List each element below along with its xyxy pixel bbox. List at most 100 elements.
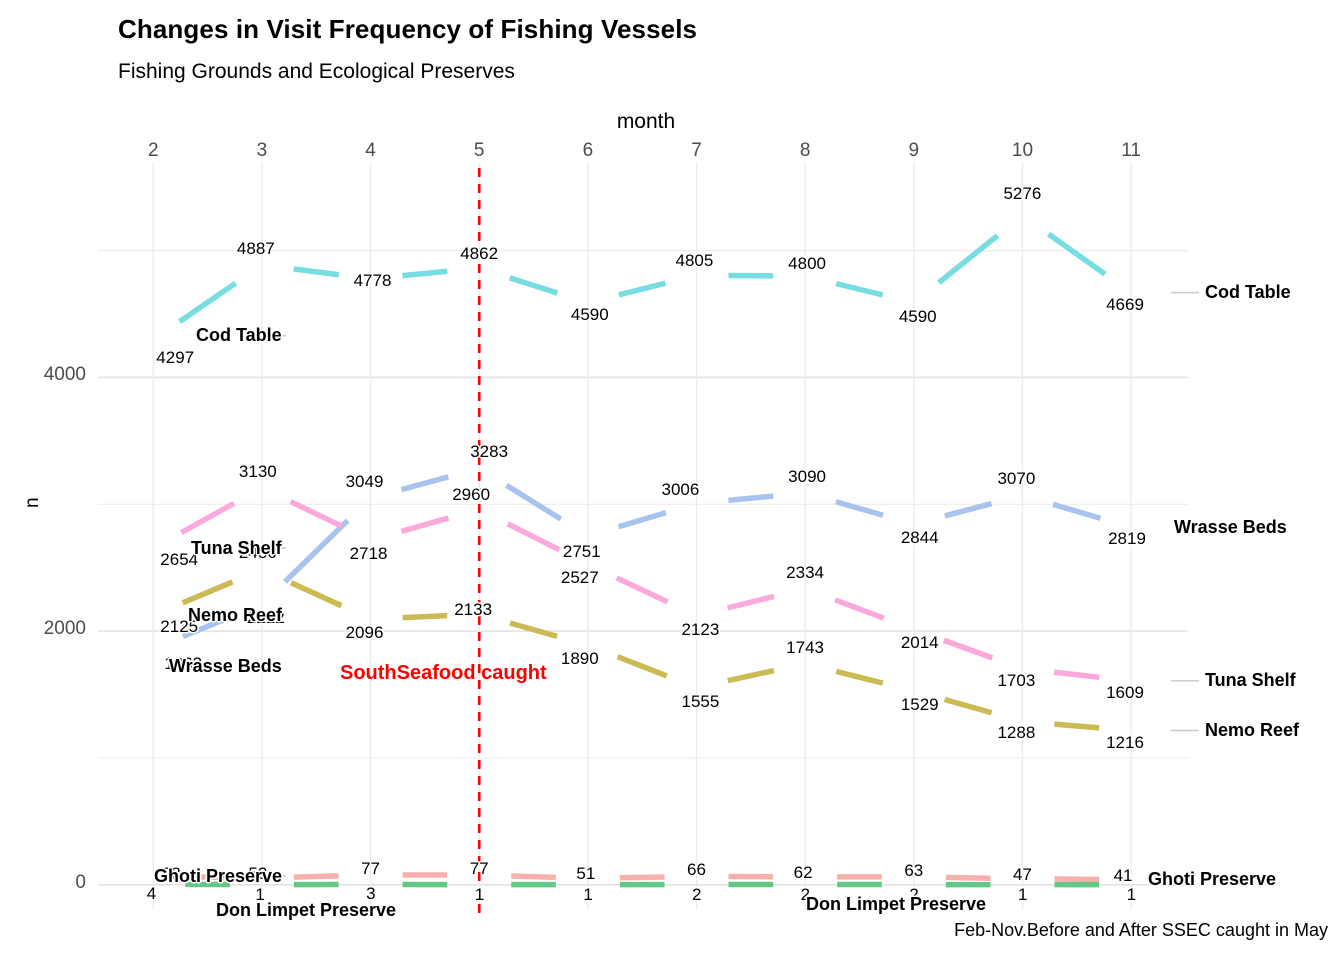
point-label: 4887 [236,238,275,258]
series-segment [293,873,339,880]
point-label: 2718 [349,544,388,564]
point-label: 62 [793,862,813,882]
point-label: 2212 [246,608,285,628]
series-label-right-don-limpet-preserve: Don Limpet Preserve [806,894,987,915]
page-title: Changes in Visit Frequency of Fishing Ve… [118,14,698,44]
point-label: 77 [469,859,489,878]
series-label-left-nemo-reef: Nemo Reef [188,604,283,625]
y-tick-0: 0 [75,871,86,893]
x-tick-9: 9 [908,140,920,161]
series-segment [835,280,884,298]
series-tuna-shelf [179,499,1100,680]
point-label: 4 [146,884,157,904]
point-label: 2960 [452,485,491,505]
series-segment [506,521,561,553]
series-segment [289,499,343,529]
x-tick-6: 6 [582,140,594,161]
point-label: 68 [161,864,181,884]
point-label: 3049 [345,472,384,492]
point-label: 4800 [788,254,826,273]
y-tick-4000: 4000 [43,364,86,386]
point-label: 1 [1126,884,1137,904]
series-segment [402,268,448,279]
point-label: 1 [1017,884,1028,904]
x-tick-3: 3 [256,140,268,161]
point-label: 1743 [786,637,824,657]
point-label: 1863 [164,654,203,674]
series-cod-table [178,231,1107,324]
point-label: 2819 [1108,529,1146,549]
series-nemo-reef [181,579,1100,731]
point-label: 77 [361,859,380,878]
point-label: 1216 [1106,732,1144,752]
series-label-right-nemo-reef: Nemo Reef [1205,720,1300,741]
point-label: 2096 [345,622,384,642]
point-label: 2527 [560,568,599,588]
point-label: 3130 [238,461,277,481]
point-label: 4590 [898,306,937,326]
series-segment [942,637,994,661]
point-label: 2844 [900,528,939,548]
series-segment [835,668,884,686]
series-label-left-wrasse-beds: Wrasse Beds [169,655,282,676]
point-label: 63 [904,860,924,880]
point-label: 2133 [454,600,493,620]
point-label: 1703 [997,670,1036,690]
point-label: 2 [909,884,919,904]
point-label: 4805 [675,251,714,271]
point-label: 53 [248,864,268,884]
annotation-label: SouthSeafood caught [340,662,547,684]
series-segment [1054,721,1100,731]
series-segment [835,499,884,518]
series-segment [937,233,1000,285]
series-label-right-wrasse-beds: Wrasse Beds [1174,516,1287,537]
point-label: 4669 [1106,294,1144,314]
series-label-right-ghoti-preserve: Ghoti Preserve [1148,869,1277,890]
series-segment [185,873,230,881]
series-label-left-cod-table: Cod Table [196,325,282,346]
series-label-right-tuna-shelf: Tuna Shelf [1205,670,1296,691]
point-label: 1288 [997,723,1036,743]
series-segment [402,612,448,621]
point-label: 1529 [900,694,939,714]
point-label: 2125 [160,617,199,637]
series-ghoti-preserve [185,872,1100,883]
series-segment [289,580,343,609]
point-label: 4297 [156,347,195,367]
series-label-right-cod-table: Cod Table [1205,282,1291,303]
series-segment [943,696,993,716]
point-label: 1 [474,884,485,904]
point-label: 3006 [661,479,700,499]
series-segment [727,667,775,684]
point-label: 2334 [786,562,824,582]
point-label: 3090 [788,466,826,486]
series-segment [1046,231,1107,277]
point-label: 3283 [470,442,509,462]
series-segment [400,474,450,493]
point-label: 66 [687,860,706,880]
series-segment [181,579,234,606]
point-label: 3 [366,884,376,904]
point-label: 1609 [1106,682,1144,702]
series-segment [619,874,665,881]
point-label: 2654 [160,550,199,570]
series-label-left-ghoti-preserve: Ghoti Preserve [154,865,283,886]
point-label: 2123 [681,619,720,639]
series-label-left-tuna-shelf: Tuna Shelf [191,537,282,558]
x-tick-5: 5 [473,140,485,161]
y-tick-2000: 2000 [43,618,86,640]
series-segment [508,275,559,296]
series-segment [1053,669,1100,680]
series-segment [181,613,234,639]
point-label: 2 [692,884,702,904]
series-segment [400,515,450,535]
point-label: 4862 [460,244,499,264]
x-tick-2: 2 [147,140,159,161]
series-segment [728,493,774,504]
series-segment [617,510,667,530]
x-tick-8: 8 [799,140,811,161]
series-segment [618,280,667,298]
point-label: 2014 [900,633,939,653]
series-segment [179,500,236,536]
